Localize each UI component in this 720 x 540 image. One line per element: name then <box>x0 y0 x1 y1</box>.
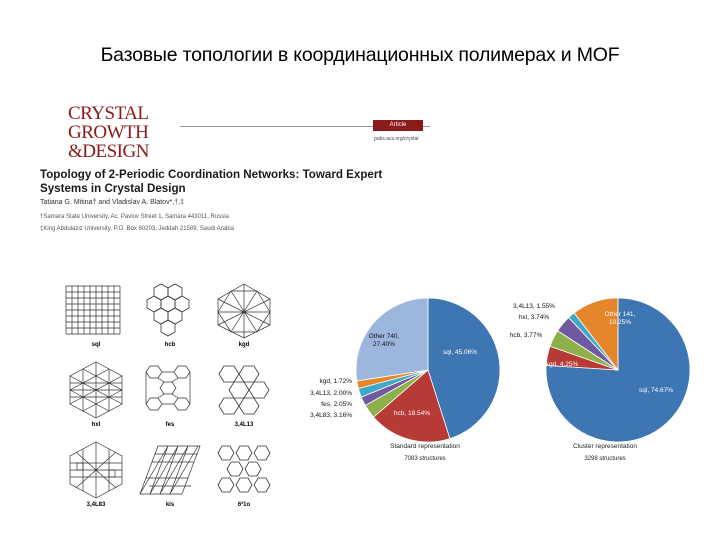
network-sql: sql <box>62 280 130 352</box>
chart-title-cluster: Cluster representation <box>573 443 637 450</box>
network-label-3483: 3,4L83 <box>86 502 106 508</box>
standard-representation-pie: sql, 45.06% hcb, 18.54% 3,4L83, 3.16% fes, … <box>310 297 501 443</box>
fes-net-drawing <box>145 365 191 411</box>
chart-subtitle-standard: 7083 structures <box>404 456 446 462</box>
slice-label-3: 3,4L13, 1.55% <box>513 303 555 310</box>
network-label-hxl: hxl <box>91 422 101 428</box>
network-label-kis: kis <box>165 502 175 508</box>
slice-label-other-740: Other 740, 27.40% <box>369 333 400 348</box>
network-3483: 3,4L83 <box>62 440 130 512</box>
standard-representation-chart: sql, 45.06% hcb, 18.54% 3,4L83, 3.16% fes, … <box>300 290 510 470</box>
network-label-hcb: hcb <box>164 342 176 348</box>
network-hxl: hxl <box>62 360 130 432</box>
article-badge: Article <box>373 120 423 131</box>
slice-label-kgd: kgd, 1.72% <box>319 378 352 385</box>
slice-label-other-141: Other 141, 10.25% <box>605 311 636 326</box>
sql-net-drawing <box>65 285 121 335</box>
slice-label-hxl: hxl, 3.74% <box>519 314 550 321</box>
pie-slice-sql <box>427 297 501 440</box>
logo-line-design: &DESIGN <box>68 141 149 162</box>
slice-label-hcb: hcb, 18.54% <box>394 410 430 417</box>
journal-url: pubs.acs.org/crystal <box>374 136 419 142</box>
network-topologies-figure: sql hcb kgd <box>62 280 284 520</box>
paper-authors: Tatiana G. Mitina† and Vladislav A. Blat… <box>40 199 184 206</box>
network-kis: kis <box>136 440 204 512</box>
pie-slice-hcb <box>372 369 451 443</box>
cluster-representation-chart: sql, 74.67% kgd, 4.25% hcb, 3.77% hxl, 3.74… <box>500 290 710 470</box>
kgd-net-drawing <box>217 283 271 339</box>
logo-line-crystal: CRYSTAL <box>68 103 149 124</box>
affiliation-1: †Samara State University, Ac. Pavlov Str… <box>40 214 229 220</box>
pie-slice-other-740 <box>355 297 429 382</box>
network-label-kgd: kgd <box>238 342 250 348</box>
hcb-net-drawing <box>146 283 190 337</box>
network-fes: fes <box>136 360 204 432</box>
6310-net-drawing <box>217 445 271 493</box>
kis-net-drawing <box>139 445 201 495</box>
slice-label-sql: sql, 74.67% <box>639 387 673 394</box>
slice-label-kgd: kgd, 4.25% <box>546 361 579 368</box>
cluster-representation-pie: sql, 74.67% kgd, 4.25% hcb, 3.77% hxl, 3.74… <box>510 297 691 443</box>
network-label-sql: sql <box>91 342 101 348</box>
network-kgd: kgd <box>210 280 278 352</box>
network-label-fes: fes <box>165 422 175 428</box>
network-hcb: hcb <box>136 280 204 352</box>
network-label-3413: 3,4L13 <box>234 422 254 428</box>
header-rule <box>180 126 430 127</box>
slice-label-hcb: hcb, 3.77% <box>510 332 543 339</box>
slice-label-3: 3,4L13, 2.00% <box>310 390 352 397</box>
slide-title: Базовые топологии в координационных поли… <box>100 44 620 66</box>
journal-logo: CRYSTAL GROWTH &DESIGN <box>68 104 158 161</box>
pie-slice-other-141 <box>573 297 619 372</box>
network-6310: 6³1o <box>210 440 278 512</box>
logo-line-growth: GROWTH <box>68 122 149 143</box>
network-label-6310: 6³1o <box>237 502 251 508</box>
chart-title-standard: Standard representation <box>390 443 460 450</box>
chart-subtitle-cluster: 3298 structures <box>584 456 626 462</box>
hxl-net-drawing <box>69 361 123 419</box>
network-3413: 3,4L13 <box>210 360 278 432</box>
3483-net-drawing <box>69 441 123 499</box>
slice-label-sql: sql, 45.06% <box>443 349 477 356</box>
slice-label-fes: fes, 2.05% <box>321 401 352 408</box>
affiliation-2: ‡King Abdulaziz University, P.O. Box 802… <box>40 226 234 232</box>
3413-net-drawing <box>218 365 270 415</box>
slice-label-3: 3,4L83, 3.16% <box>310 412 352 419</box>
paper-title: Topology of 2-Periodic Coordination Netw… <box>40 168 383 195</box>
